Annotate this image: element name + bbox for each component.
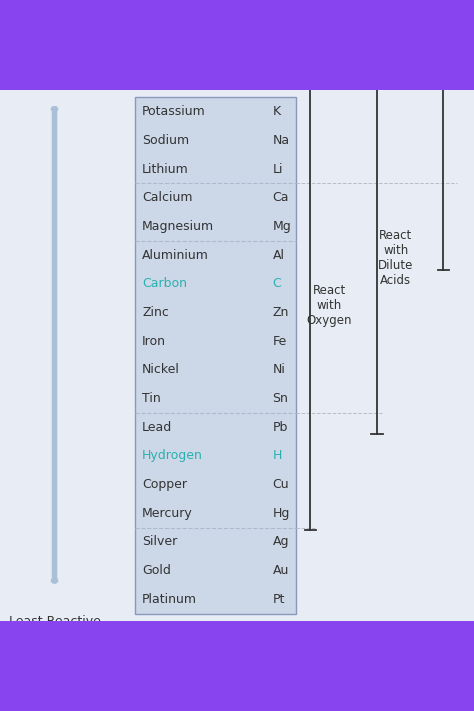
Text: K: K [273,105,281,118]
Text: Iron: Iron [142,335,166,348]
Text: Tin: Tin [142,392,161,405]
Text: Gold: Gold [142,564,171,577]
Text: Al: Al [273,249,284,262]
Text: Ni: Ni [273,363,285,376]
Text: React
with
Oxygen: React with Oxygen [307,284,352,327]
FancyBboxPatch shape [0,0,474,90]
FancyBboxPatch shape [135,97,296,614]
Text: Nickel: Nickel [142,363,180,376]
Text: Cu: Cu [273,478,289,491]
Text: React
with
Dilute
Acids: React with Dilute Acids [378,229,413,287]
Text: Na: Na [273,134,290,147]
Text: Li: Li [273,163,283,176]
Text: Most Reactive: Most Reactive [10,65,99,78]
Text: Mercury: Mercury [142,507,193,520]
Text: Silver: Silver [142,535,177,548]
Text: Sn: Sn [273,392,288,405]
Text: Hydrogen: Hydrogen [142,449,203,462]
Text: Platinum: Platinum [142,593,197,606]
Text: Sodium: Sodium [142,134,189,147]
Text: Au: Au [273,564,289,577]
Text: H: H [273,449,282,462]
Text: Pt: Pt [273,593,285,606]
Text: C: C [273,277,281,290]
Text: React
with
Cold
Water: React with Cold Water [432,6,467,64]
Text: Ca: Ca [273,191,289,204]
Text: Lithium: Lithium [142,163,189,176]
Text: Aluminium: Aluminium [142,249,209,262]
Text: Hg: Hg [273,507,290,520]
Text: Zinc: Zinc [142,306,169,319]
Text: Least Reactive: Least Reactive [9,615,100,628]
FancyBboxPatch shape [0,621,474,711]
Text: Fe: Fe [273,335,287,348]
Text: Pb: Pb [273,421,288,434]
Text: Copper: Copper [142,478,187,491]
Text: Lead: Lead [142,421,173,434]
Text: Calcium: Calcium [142,191,193,204]
Text: Magnesium: Magnesium [142,220,214,233]
Text: Potassium: Potassium [142,105,206,118]
Text: Ag: Ag [273,535,289,548]
Text: Carbon: Carbon [142,277,187,290]
Text: Mg: Mg [273,220,292,233]
FancyBboxPatch shape [0,90,474,621]
Text: Zn: Zn [273,306,289,319]
